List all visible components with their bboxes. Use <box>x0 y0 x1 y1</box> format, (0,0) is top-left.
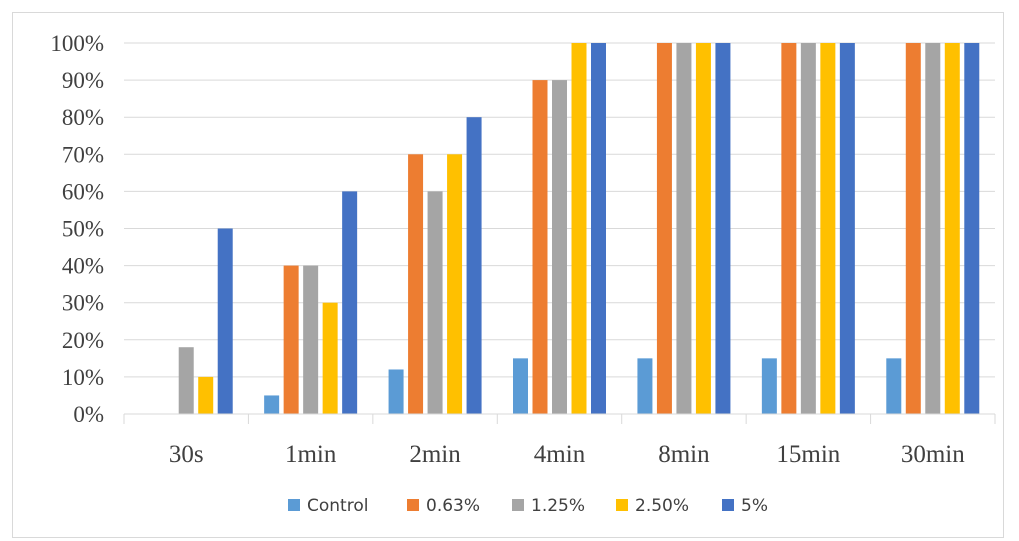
bar-control-8min <box>637 358 653 414</box>
legend-label: 5% <box>741 496 768 516</box>
bar-2-50--4min <box>571 43 587 414</box>
bar-5--30min <box>964 43 980 414</box>
bar-control-15min <box>761 358 777 414</box>
bar-5--2min <box>466 117 482 414</box>
x-tick-label: 30min <box>901 441 965 468</box>
bar-control-30min <box>886 358 902 414</box>
bar-2-50--2min <box>447 154 463 415</box>
bar-2-50--30min <box>944 43 960 414</box>
bar-1-25--30s <box>178 347 194 414</box>
y-tick-label: 100% <box>50 31 104 56</box>
y-tick-label: 20% <box>62 328 104 353</box>
bar-2-50--1min <box>322 302 338 414</box>
legend-label: Control <box>307 496 368 516</box>
bar-0-63--30min <box>905 43 921 414</box>
bar-0-63--8min <box>656 43 672 414</box>
y-tick-label: 30% <box>62 291 104 316</box>
y-axis: 0% 10% 20% 30% 40% 50% 60% 70% 80% 90% 100% <box>50 31 104 427</box>
x-axis: 30s 1min 2min 4min 8min 15min 30min <box>123 413 996 468</box>
x-tick-label: 4min <box>534 441 586 468</box>
bar-2-50--30s <box>198 376 214 414</box>
x-tick-label: 30s <box>169 441 204 468</box>
bar-control-2min <box>388 369 404 414</box>
bar-5--15min <box>839 43 855 414</box>
legend: Control 0.63% 1.25% 2.50% 5% <box>288 496 768 516</box>
bar-0-63--15min <box>781 43 797 414</box>
y-tick-label: 50% <box>62 217 104 242</box>
bar-control-1min <box>264 395 280 414</box>
bar-2-50--8min <box>695 43 711 414</box>
bar-5--8min <box>715 43 731 414</box>
chart-frame <box>12 12 1004 538</box>
bar-1-25--30min <box>925 43 941 414</box>
x-tick-label: 2min <box>409 441 461 468</box>
y-tick-label: 40% <box>62 254 104 279</box>
bar-5--4min <box>591 43 606 414</box>
legend-label: 0.63% <box>426 496 480 516</box>
bar-1-25--4min <box>552 80 567 414</box>
x-tick-label: 8min <box>658 441 710 468</box>
bar-1-25--1min <box>303 265 319 414</box>
legend-swatch <box>512 499 524 511</box>
bar-2-50--15min <box>820 43 836 414</box>
bar-0-63--4min <box>532 80 548 414</box>
x-tick-label: 1min <box>285 441 337 468</box>
bars <box>178 43 980 415</box>
x-tick-label: 15min <box>776 441 840 468</box>
y-tick-label: 60% <box>62 179 104 204</box>
legend-label: 1.25% <box>531 496 585 516</box>
legend-swatch <box>616 499 628 511</box>
y-tick-label: 70% <box>62 142 104 167</box>
bar-5--30s <box>217 228 233 414</box>
legend-swatch <box>288 499 300 511</box>
bar-control-4min <box>513 358 528 414</box>
bar-1-25--8min <box>676 43 692 414</box>
y-tick-label: 90% <box>62 68 104 93</box>
bar-1-25--15min <box>800 43 816 414</box>
legend-swatch <box>407 499 419 511</box>
bar-0-63--1min <box>283 265 299 414</box>
bar-5--1min <box>342 191 358 414</box>
y-tick-label: 10% <box>62 365 104 390</box>
y-tick-label: 0% <box>73 402 104 427</box>
bar-1-25--2min <box>427 191 443 414</box>
y-tick-label: 80% <box>62 105 104 130</box>
legend-label: 2.50% <box>635 496 689 516</box>
bar-0-63--2min <box>408 154 424 415</box>
legend-swatch <box>722 499 734 511</box>
